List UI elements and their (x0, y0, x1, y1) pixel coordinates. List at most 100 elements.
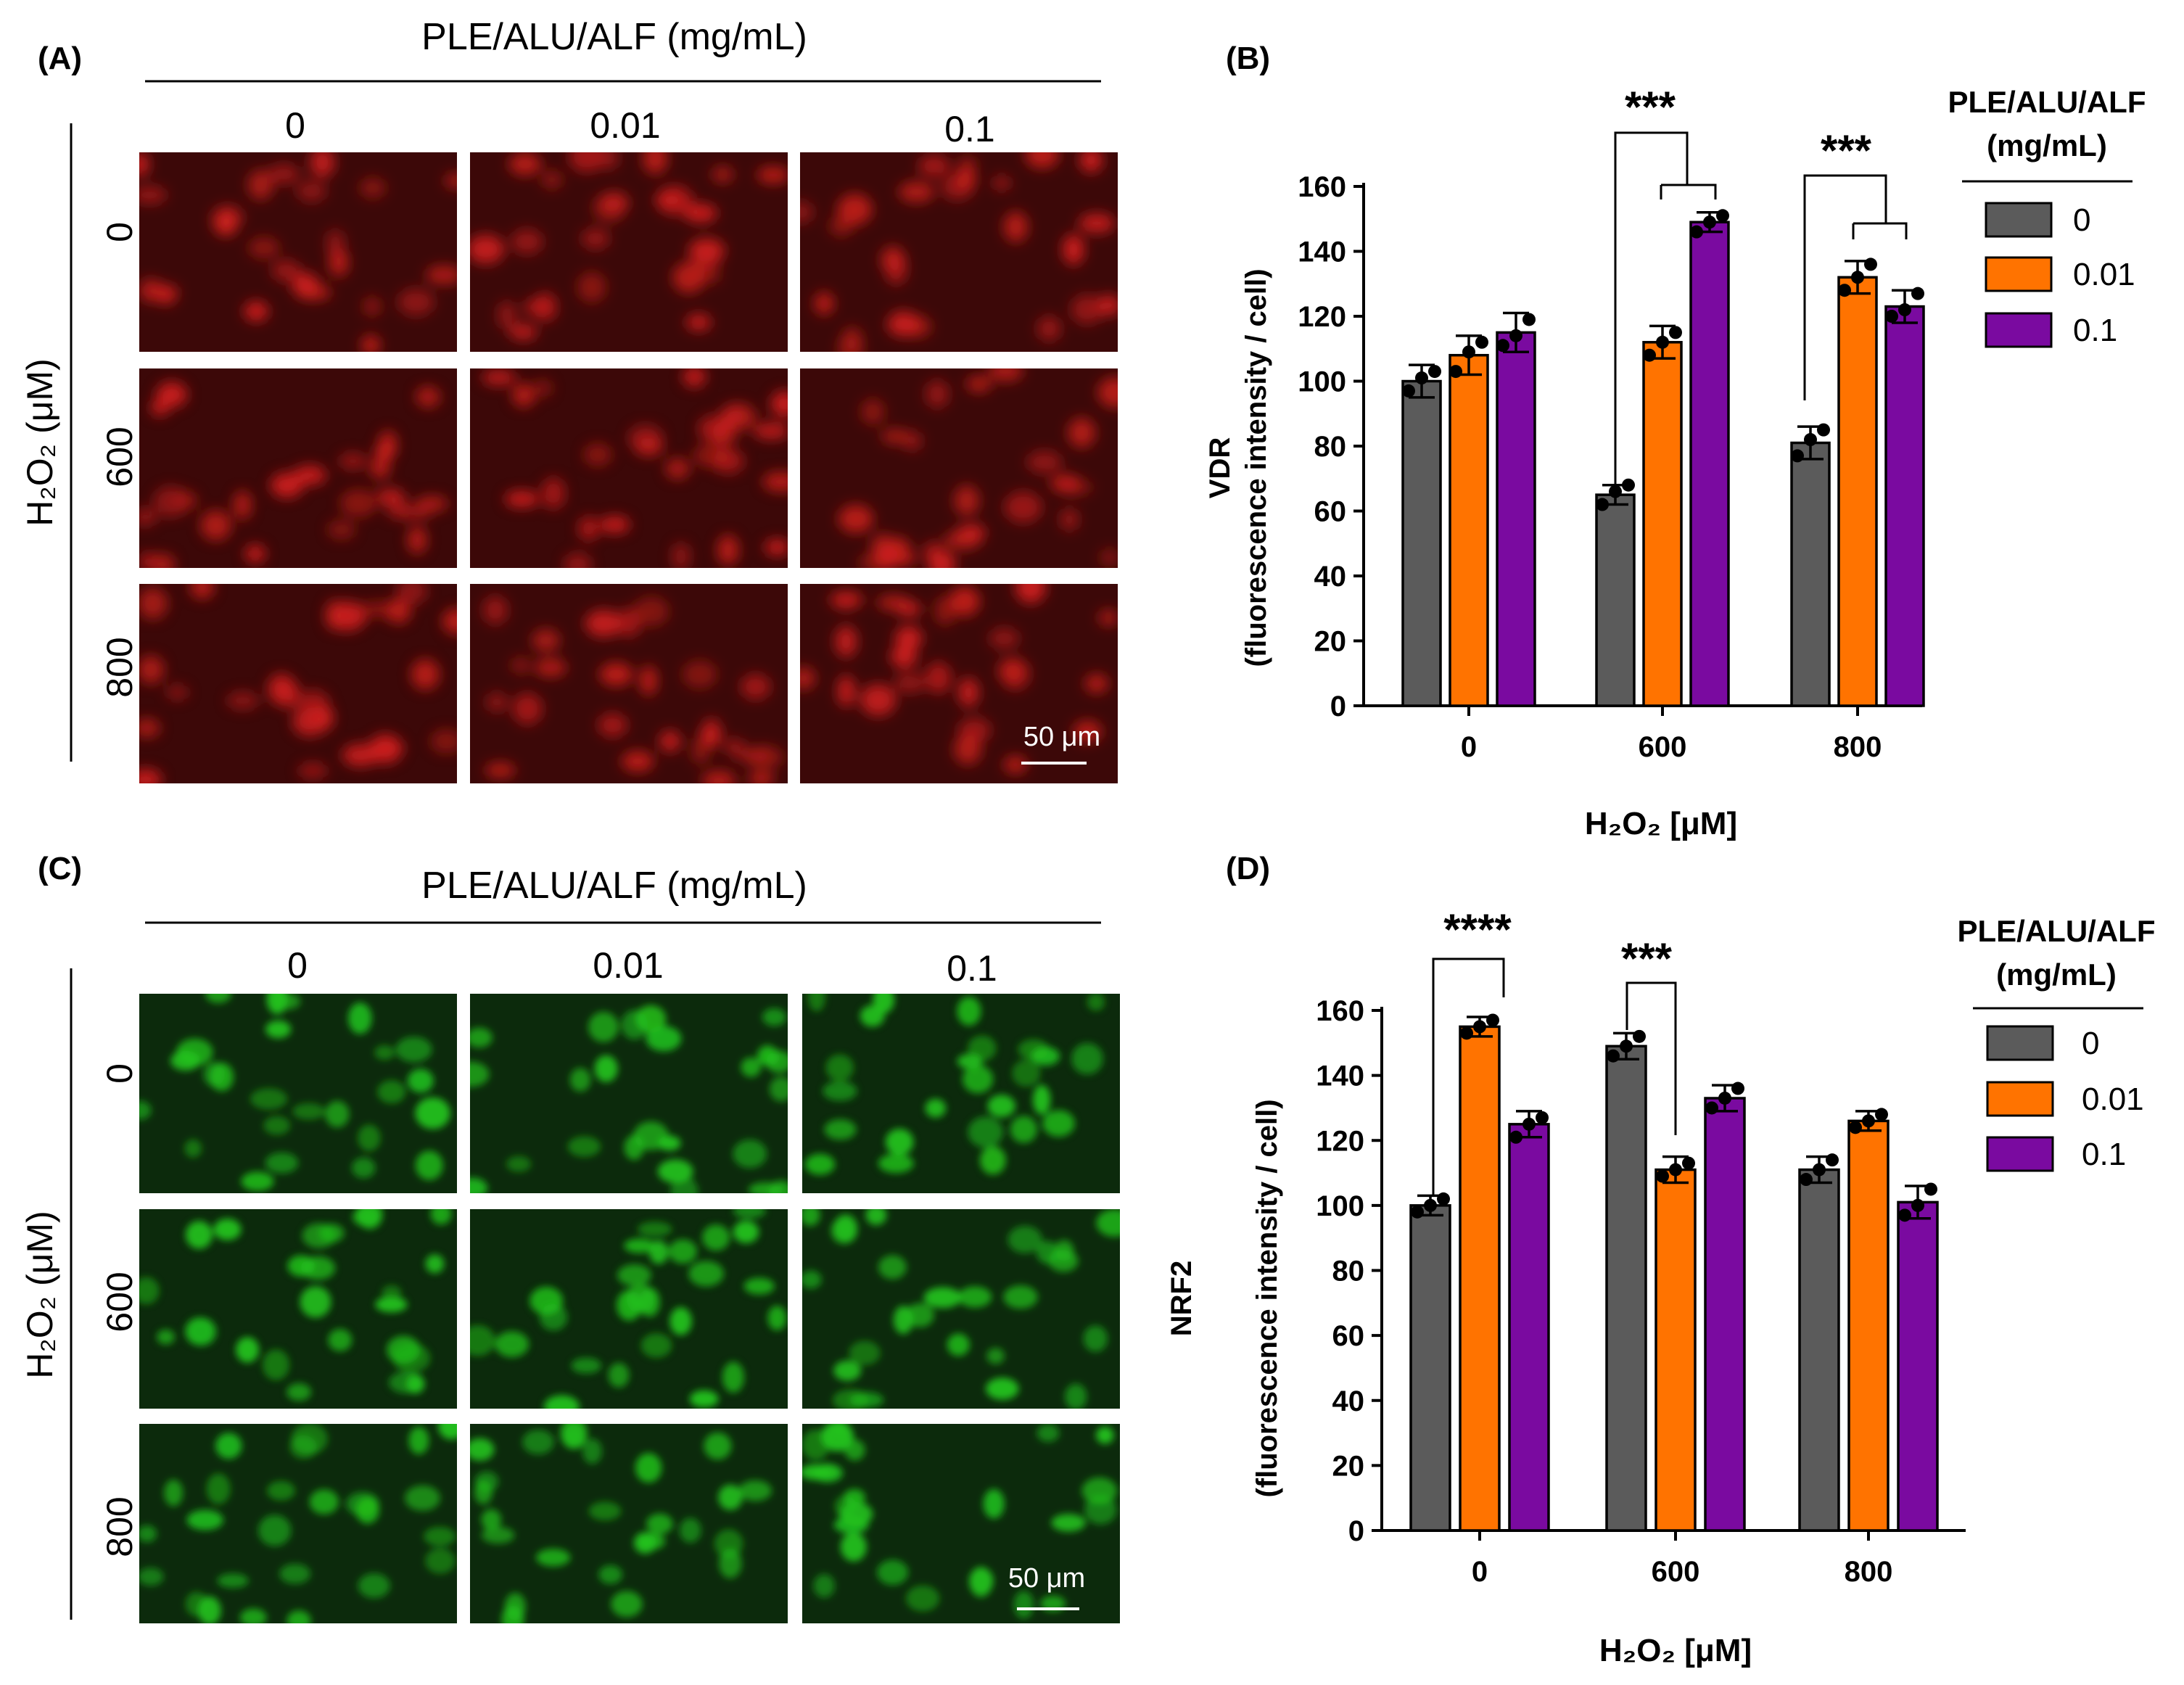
data-point (1838, 284, 1851, 297)
y-tick-label: 80 (1314, 431, 1347, 463)
bar (1409, 1204, 1451, 1532)
data-point (1911, 1198, 1924, 1212)
y-tick-label: 140 (1316, 1060, 1364, 1092)
legend-swatch (1986, 1081, 2054, 1117)
scale-bar-label: 50 μm (1023, 722, 1100, 752)
significance-label: *** (1621, 934, 1673, 983)
data-point (1460, 1026, 1473, 1040)
bar-chart-nrf2: NRF2 (fluorescence intensity / cell) H₂O… (1166, 905, 2155, 1668)
data-point (1428, 365, 1441, 379)
y-tick-label: 100 (1298, 366, 1346, 398)
legend-swatch (1985, 312, 2053, 348)
legend-swatch (1985, 256, 2053, 292)
micrograph-tile (802, 1209, 1120, 1409)
bar (1595, 493, 1636, 707)
y-tick-label: 20 (1314, 626, 1347, 658)
y-tick-label: 40 (1332, 1385, 1365, 1417)
micrograph-background (470, 152, 788, 352)
bar (1459, 1025, 1501, 1532)
data-point (1473, 1020, 1486, 1034)
column-label: 0 (287, 945, 308, 986)
data-point (1851, 271, 1864, 284)
data-point (1804, 433, 1817, 447)
data-point (1462, 345, 1475, 359)
data-point (1703, 215, 1716, 229)
data-point (1718, 1091, 1731, 1105)
data-point (1536, 1111, 1549, 1124)
data-point (1813, 1163, 1826, 1177)
y-axis-label: VDR (1204, 437, 1236, 499)
legend-label: 0.01 (2073, 257, 2135, 292)
data-point (1643, 348, 1656, 362)
y-tick-label: 80 (1332, 1256, 1365, 1288)
y-tick-label: 160 (1316, 995, 1364, 1027)
column-label: 0.01 (593, 945, 663, 986)
data-point (1415, 371, 1428, 385)
micrograph-background (139, 152, 457, 352)
y-tick-label: 0 (1330, 691, 1346, 722)
y-axis-label: NRF2 (1166, 1261, 1198, 1336)
significance-bracket (1432, 957, 1505, 1195)
legend-title: PLE/ALU/ALF (1958, 914, 2156, 948)
data-point (1669, 1163, 1682, 1177)
significance-bracket (1625, 981, 1677, 1135)
micrograph-tile (139, 994, 457, 1193)
significance-label: **** (1443, 905, 1512, 954)
row-label: 800 (99, 1496, 140, 1557)
bar (1508, 1123, 1550, 1532)
x-tick-label: 600 (1639, 731, 1687, 763)
data-point (1402, 384, 1415, 397)
y-tick-label: 100 (1316, 1190, 1364, 1222)
column-label: 0.1 (944, 109, 995, 149)
bar (1496, 331, 1536, 707)
data-point (1864, 258, 1877, 271)
micrograph-tile (470, 1209, 788, 1409)
bar (1884, 305, 1925, 707)
bar-chart-vdr: VDR (fluorescence intensity / cell) H₂O₂… (1204, 83, 2146, 841)
row-label: 0 (99, 1063, 140, 1084)
micrograph-tile (139, 152, 457, 352)
row-axis-label: H₂O₂ (μM) (20, 1211, 60, 1378)
micrograph-background (139, 368, 457, 568)
micrograph-tile (470, 994, 788, 1193)
bar (1837, 276, 1878, 707)
legend-label: 0 (2073, 202, 2090, 238)
data-point (1656, 1169, 1669, 1183)
panel-label-b: (B) (1226, 41, 1270, 76)
significance-label: *** (1625, 83, 1676, 131)
data-point (1633, 1029, 1646, 1043)
legend-title: (mg/mL) (1996, 957, 2117, 992)
bar (1401, 379, 1442, 707)
micrograph-tile (470, 584, 788, 783)
data-point (1424, 1198, 1437, 1212)
legend-title: PLE/ALU/ALF (1948, 85, 2146, 119)
panel-label-a: (A) (38, 41, 82, 76)
y-tick-label: 160 (1298, 171, 1346, 203)
data-point (1509, 329, 1522, 342)
y-axis-label: (fluorescence intensity / cell) (1240, 268, 1272, 667)
bar (1642, 341, 1683, 707)
data-point (1622, 478, 1635, 492)
legend-label: 0 (2082, 1026, 2099, 1061)
data-point (1800, 1173, 1813, 1187)
scale-bar-label: 50 μm (1008, 1563, 1085, 1594)
data-point (1885, 310, 1898, 323)
micrograph-grid-c: PLE/ALU/ALF (mg/mL) 0 0.01 0.1 H₂O₂ (μM)… (20, 865, 1120, 1623)
micrograph-grid-a: PLE/ALU/ALF (mg/mL) 0 0.01 0.1 H₂O₂ (μM)… (20, 16, 1118, 783)
x-tick-label: 600 (1652, 1556, 1700, 1588)
significance-bracket (1614, 131, 1717, 487)
data-point (1486, 1013, 1499, 1027)
x-axis-label: H₂O₂ [μM] (1599, 1633, 1752, 1668)
x-tick-label: 0 (1461, 731, 1477, 763)
data-point (1731, 1082, 1744, 1095)
bar (1689, 221, 1730, 707)
x-tick-label: 800 (1845, 1556, 1893, 1588)
data-point (1898, 303, 1911, 317)
data-point (1496, 339, 1509, 353)
data-point (1682, 1156, 1695, 1170)
data-point (1609, 485, 1622, 498)
data-point (1669, 326, 1682, 339)
data-point (1924, 1182, 1937, 1196)
bar (1847, 1119, 1890, 1532)
